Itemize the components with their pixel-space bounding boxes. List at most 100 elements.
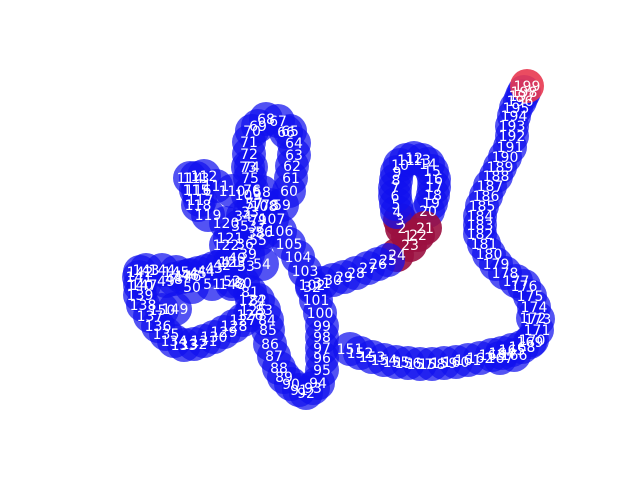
node-label-95: 95	[313, 363, 331, 379]
node-label-92: 92	[297, 386, 315, 402]
node-label-181: 181	[471, 237, 498, 253]
node-label-110: 110	[219, 184, 246, 200]
node-label-183: 183	[467, 218, 494, 234]
node-label-42: 42	[213, 258, 231, 274]
node-label-115: 115	[183, 183, 210, 199]
node-label-179: 179	[483, 257, 510, 273]
node-label-79: 79	[249, 213, 267, 229]
node-label-63: 63	[285, 148, 303, 164]
node-label-23: 23	[401, 238, 419, 254]
node-label-65: 65	[281, 124, 299, 140]
node-label-151: 151	[337, 342, 364, 358]
node-label-193: 193	[499, 119, 526, 135]
node-148	[215, 267, 249, 301]
node-label-38: 38	[247, 226, 265, 242]
node-label-111: 111	[203, 179, 230, 195]
node-label-173: 173	[525, 312, 552, 328]
node-label-55: 55	[249, 233, 267, 249]
node-label-160: 160	[443, 355, 470, 371]
node-label-161: 161	[455, 353, 482, 369]
node-label-137: 137	[137, 309, 164, 325]
node-label-97: 97	[313, 341, 331, 357]
node-label-39: 39	[239, 247, 257, 263]
node-label-45: 45	[189, 266, 207, 282]
node-label-136: 136	[145, 319, 172, 335]
node-label-72: 72	[240, 147, 258, 163]
node-label-112: 112	[191, 169, 218, 185]
node-label-78: 78	[261, 198, 279, 214]
node-150	[145, 293, 179, 327]
node-label-90: 90	[282, 377, 300, 393]
node-label-163: 163	[479, 348, 506, 364]
node-label-113: 113	[183, 171, 210, 187]
node-label-9: 9	[393, 165, 402, 181]
node-label-80: 80	[234, 276, 252, 292]
node-label-14: 14	[419, 157, 437, 173]
node-label-81: 81	[241, 285, 259, 301]
node-label-154: 154	[371, 353, 398, 369]
node-label-166: 166	[501, 348, 528, 364]
node-label-102: 102	[299, 278, 326, 294]
node-label-172: 172	[520, 311, 547, 327]
node-label-17: 17	[425, 180, 443, 196]
node-label-143: 143	[133, 263, 160, 279]
node-label-125: 125	[240, 303, 267, 319]
node-label-153: 153	[359, 350, 386, 366]
node-label-134: 134	[161, 334, 188, 350]
node-label-116: 116	[185, 183, 212, 199]
node-label-176: 176	[511, 279, 538, 295]
node-label-91: 91	[290, 383, 308, 399]
node-label-99: 99	[313, 319, 331, 335]
node-label-82: 82	[249, 293, 267, 309]
node-label-146: 146	[175, 269, 202, 285]
node-label-70: 70	[243, 124, 261, 140]
node-label-126: 126	[237, 308, 264, 324]
node-label-10: 10	[391, 158, 409, 174]
node-label-74: 74	[242, 160, 260, 176]
node-label-127: 127	[230, 313, 257, 329]
node-label-197: 197	[509, 89, 536, 105]
node-label-190: 190	[492, 150, 519, 166]
node-label-19: 19	[422, 196, 440, 212]
node-label-169: 169	[517, 335, 544, 351]
node-label-130: 130	[201, 330, 228, 346]
node-label-25: 25	[379, 253, 397, 269]
node-label-52: 52	[223, 274, 241, 290]
node-label-182: 182	[467, 227, 494, 243]
node-label-139: 139	[127, 288, 154, 304]
node-label-54: 54	[253, 257, 271, 273]
node-label-122: 122	[213, 238, 240, 254]
node-label-28: 28	[347, 266, 365, 282]
node-label-51: 51	[203, 277, 221, 293]
node-label-13: 13	[413, 153, 431, 169]
node-label-148: 148	[219, 277, 246, 293]
node-label-147: 147	[131, 278, 158, 294]
node-label-107: 107	[259, 212, 286, 228]
node-label-170: 170	[519, 333, 546, 349]
node-label-44: 44	[197, 264, 215, 280]
node-label-69: 69	[249, 119, 267, 135]
node-label-67: 67	[269, 114, 287, 130]
node-label-26: 26	[369, 257, 387, 273]
node-label-84: 84	[258, 313, 276, 329]
node-label-18: 18	[424, 188, 442, 204]
node-label-162: 162	[467, 351, 494, 367]
node-label-3: 3	[396, 213, 405, 229]
node-label-27: 27	[359, 261, 377, 277]
node-label-31: 31	[313, 276, 331, 292]
node-label-195: 195	[503, 101, 530, 117]
node-label-88: 88	[270, 361, 288, 377]
node-label-152: 152	[347, 346, 374, 362]
node-199	[510, 69, 544, 103]
node-label-114: 114	[177, 171, 204, 187]
node-label-159: 159	[431, 356, 458, 372]
node-label-106: 106	[267, 224, 294, 240]
node-label-20: 20	[419, 204, 437, 220]
node-label-24: 24	[388, 248, 406, 264]
nodes-layer	[122, 69, 555, 410]
node-label-66: 66	[277, 125, 295, 141]
node-label-196: 196	[507, 94, 534, 110]
node-label-188: 188	[483, 169, 510, 185]
node-label-180: 180	[476, 247, 503, 263]
